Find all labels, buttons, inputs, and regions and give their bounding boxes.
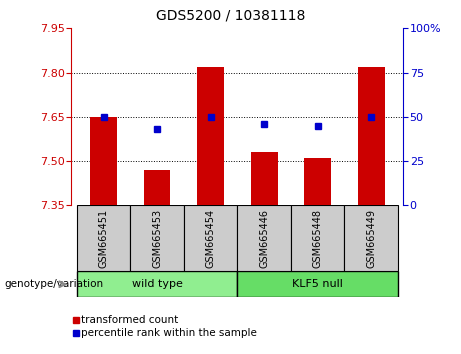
Text: KLF5 null: KLF5 null — [292, 279, 343, 289]
Text: GDS5200 / 10381118: GDS5200 / 10381118 — [156, 9, 305, 23]
Text: genotype/variation: genotype/variation — [5, 279, 104, 289]
Bar — [304, 158, 331, 205]
Bar — [291, 205, 344, 271]
Bar — [77, 205, 130, 271]
Text: GSM665451: GSM665451 — [99, 209, 109, 268]
Bar — [184, 205, 237, 271]
Text: percentile rank within the sample: percentile rank within the sample — [81, 329, 257, 338]
Bar — [90, 117, 117, 205]
Text: wild type: wild type — [132, 279, 183, 289]
Bar — [144, 170, 171, 205]
Bar — [130, 205, 184, 271]
Bar — [197, 67, 224, 205]
Text: GSM665449: GSM665449 — [366, 209, 376, 268]
Text: transformed count: transformed count — [81, 315, 178, 325]
Text: GSM665454: GSM665454 — [206, 209, 216, 268]
Bar — [358, 67, 384, 205]
Bar — [77, 271, 237, 297]
Bar — [237, 271, 398, 297]
Bar — [237, 205, 291, 271]
Text: GSM665448: GSM665448 — [313, 209, 323, 268]
Text: GSM665446: GSM665446 — [259, 209, 269, 268]
Bar — [344, 205, 398, 271]
Bar — [251, 152, 278, 205]
Text: GSM665453: GSM665453 — [152, 209, 162, 268]
